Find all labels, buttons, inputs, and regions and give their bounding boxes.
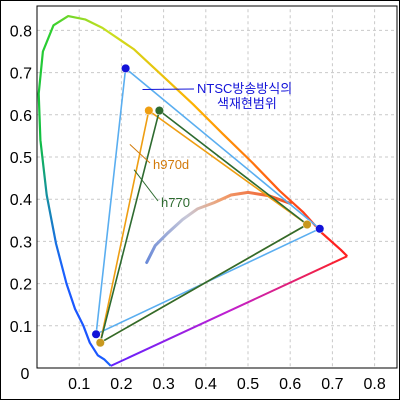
x-tick-label: 0.6: [279, 376, 301, 393]
primary-marker: [92, 330, 101, 339]
annotation-label: h770: [161, 195, 190, 210]
annotation-leader: [130, 144, 150, 163]
plot-frame: [37, 6, 397, 368]
primary-marker: [155, 106, 164, 115]
y-tick-label: 0.7: [10, 66, 32, 83]
spectral-locus: [39, 16, 348, 366]
x-tick-label: 0.5: [237, 376, 259, 393]
grid-lines: [37, 9, 396, 368]
x-tick-label: 0.3: [152, 376, 174, 393]
y-tick-label: 0.1: [10, 319, 32, 336]
origin-label: 0: [21, 366, 30, 383]
x-tick-label: 0.1: [68, 376, 90, 393]
y-tick-label: 0.2: [10, 277, 32, 294]
primary-marker: [315, 224, 324, 233]
y-tick-label: 0.6: [10, 108, 32, 125]
spectral-locus-line: [39, 16, 348, 366]
annotation-label: h970d: [153, 157, 189, 172]
primary-marker: [145, 106, 154, 115]
annotation-leaders: [130, 89, 194, 201]
annotation-label: 색재현범위: [217, 96, 277, 111]
y-tick-label: 0.4: [10, 192, 32, 209]
y-tick-label: 0.5: [10, 150, 32, 167]
y-tick-label: 0.8: [10, 23, 32, 40]
primary-marker: [121, 64, 130, 73]
x-tick-label: 0.7: [321, 376, 343, 393]
y-tick-label: 0.3: [10, 234, 32, 251]
x-tick-label: 0.4: [195, 376, 217, 393]
x-tick-label: 0.8: [363, 376, 385, 393]
annotation-label: NTSC방송방식의: [197, 81, 292, 96]
primary-marker: [303, 220, 312, 229]
x-tick-label: 0.2: [110, 376, 132, 393]
primary-marker: [96, 338, 105, 347]
